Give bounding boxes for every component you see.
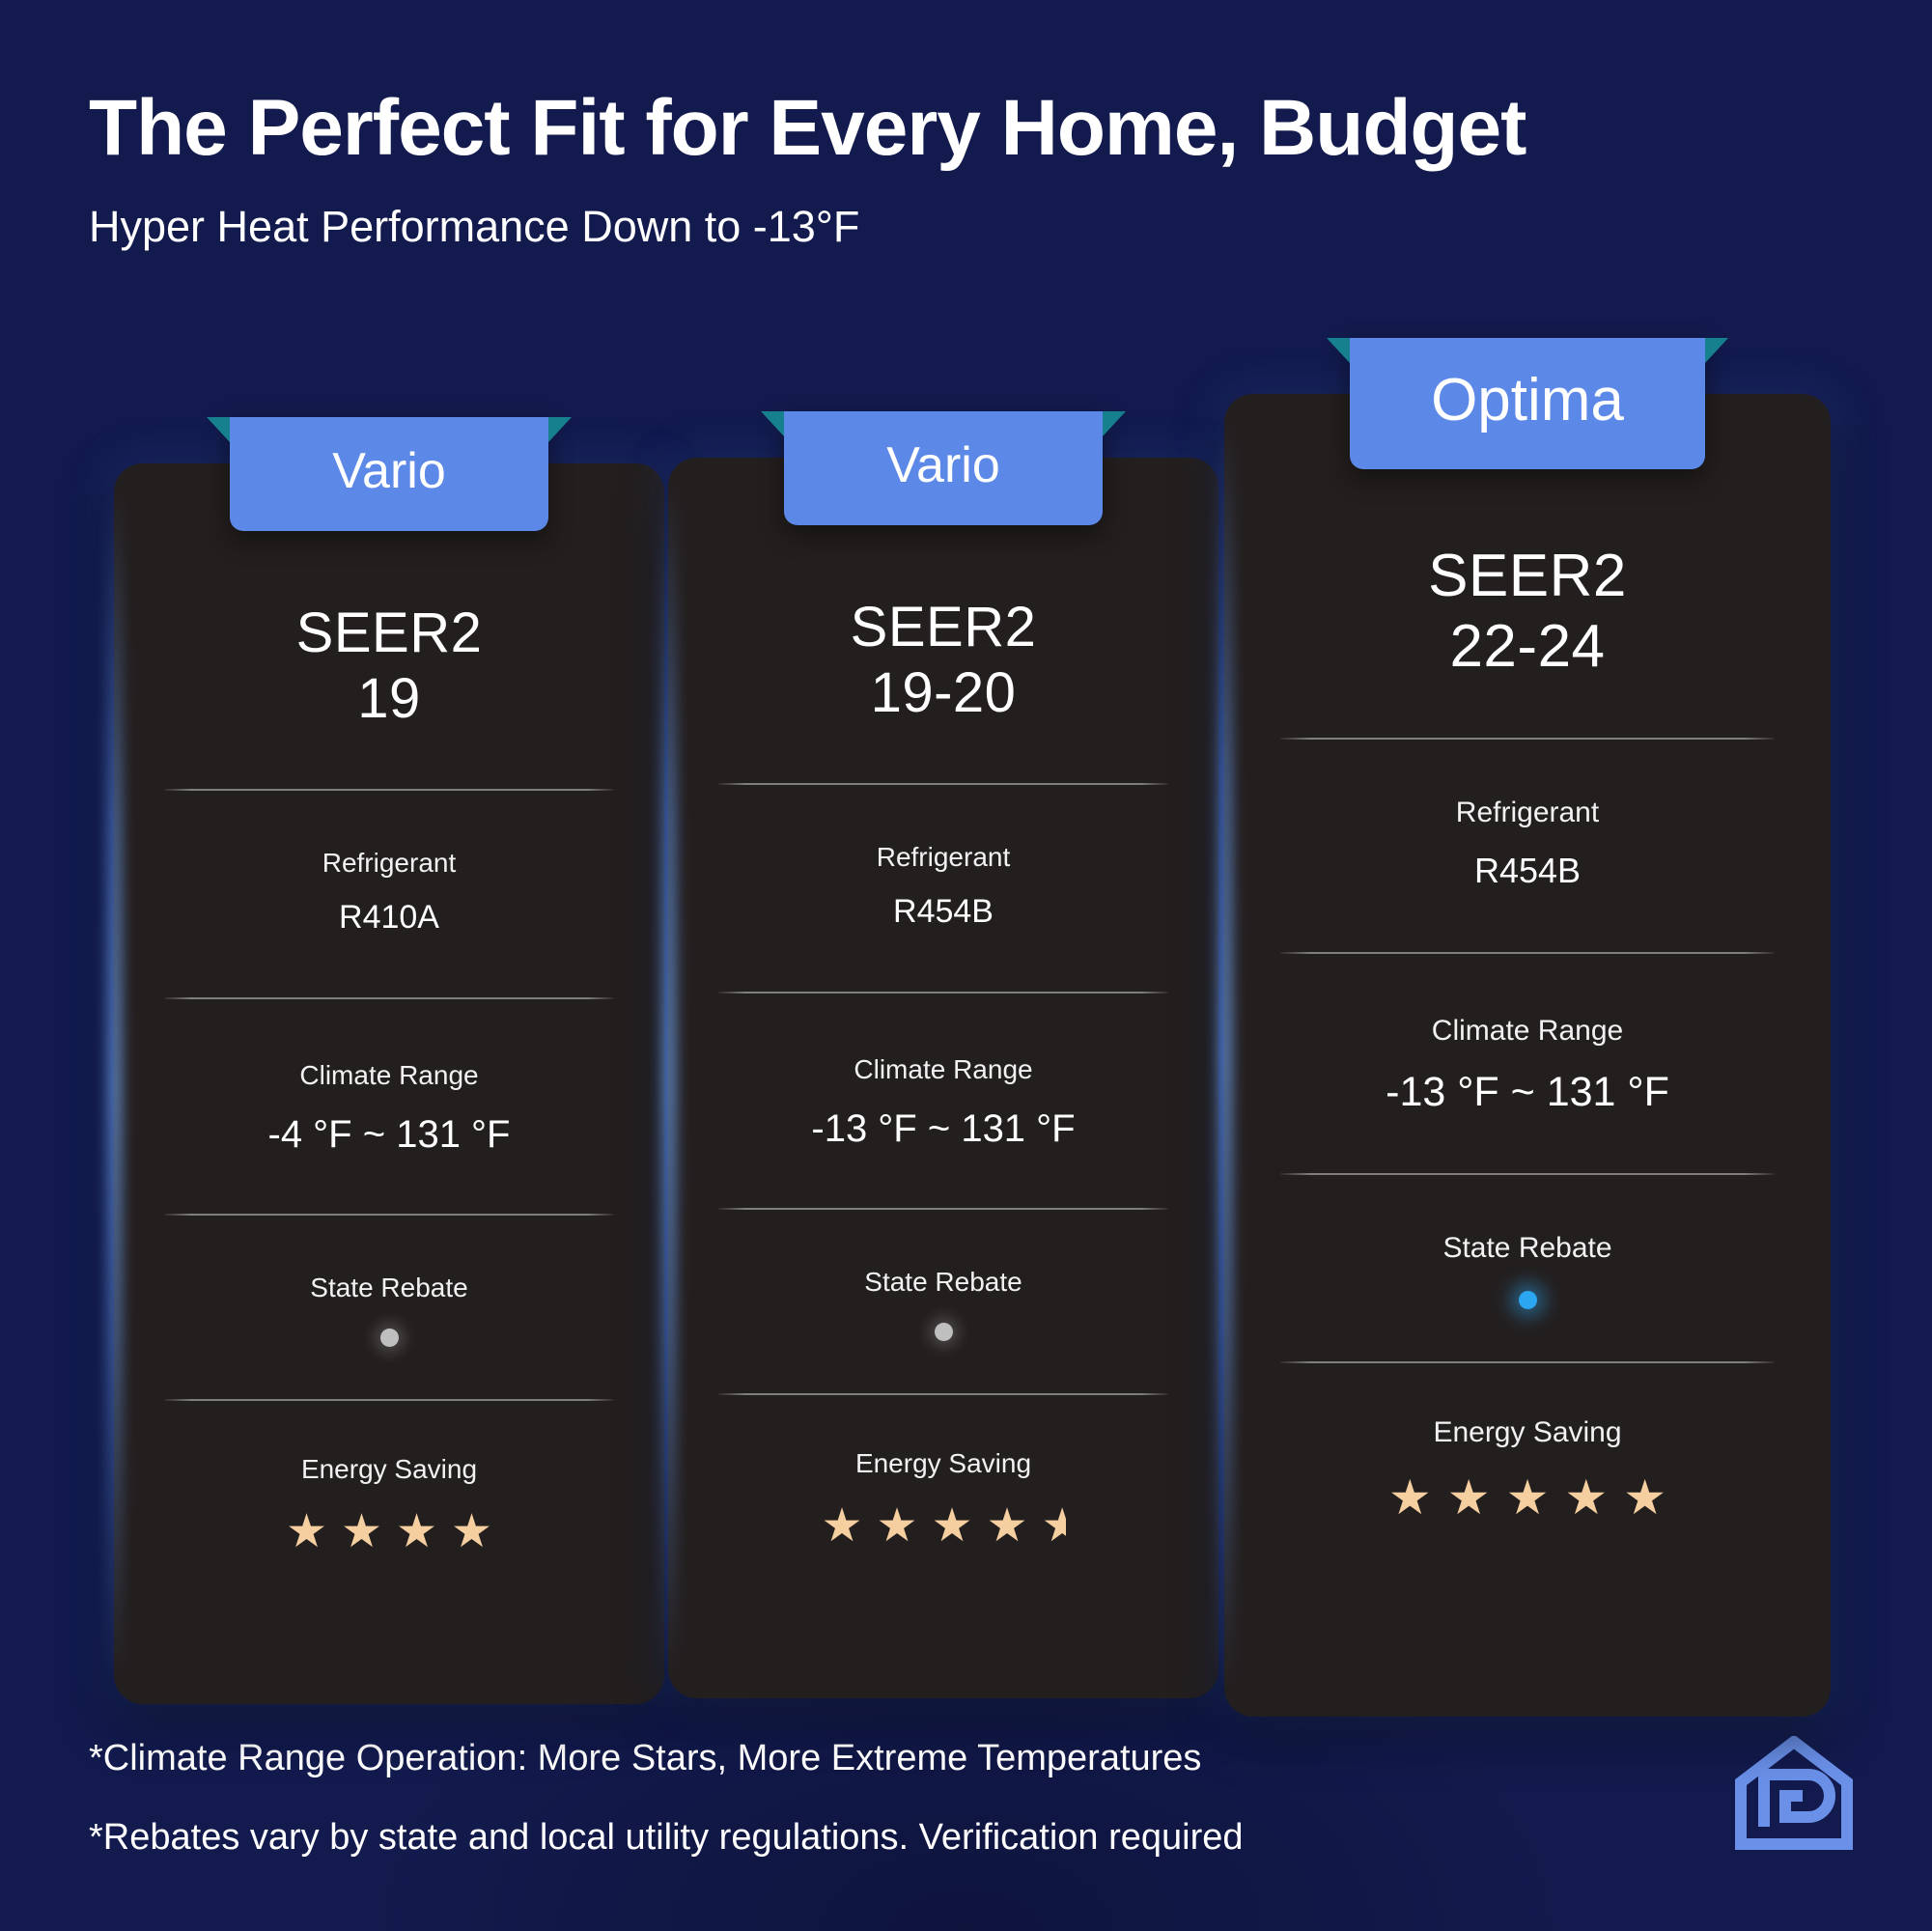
spec-energy-saving: Energy Saving ★ ★ ★ ★ ★ [718, 1447, 1168, 1550]
seer-block: SEER2 19-20 [718, 595, 1168, 727]
state-rebate-label: State Rebate [310, 1272, 468, 1302]
star-icon: ★ [821, 1500, 863, 1553]
spec-state-rebate: State Rebate [1280, 1231, 1775, 1310]
footer-notes: *Climate Range Operation: More Stars, Mo… [89, 1740, 1595, 1856]
star-icon: ★ [1446, 1470, 1491, 1525]
card-badge-wrapper: Optima [1327, 338, 1728, 469]
star-icon: ★ [986, 1500, 1028, 1553]
half-star-icon: ★ [1041, 1503, 1066, 1551]
state-rebate-indicator-icon [1518, 1291, 1537, 1310]
star-icon: ★ [451, 1506, 493, 1558]
star-icon: ★ [396, 1506, 438, 1558]
ribbon-fold-right-icon [548, 417, 572, 442]
card-body: SEER2 19-20 Refrigerant R454B Climate Ra… [668, 458, 1218, 1698]
energy-saving-label: Energy Saving [300, 1454, 478, 1485]
spec-energy-saving: Energy Saving ★ ★ ★ ★ ★ [1280, 1415, 1775, 1522]
product-card-optima[interactable]: Optima SEER2 22-24 Refrigerant R454B Cli… [1224, 338, 1831, 1717]
refrigerant-value: R454B [1473, 851, 1582, 891]
star-icon: ★ [1387, 1470, 1432, 1525]
ribbon-fold-left-icon [207, 417, 230, 442]
climate-range-label: Climate Range [854, 1054, 1033, 1085]
seer-label: SEER2 [850, 596, 1037, 658]
climate-range-value: -4 °F ~ 131 °F [267, 1112, 511, 1156]
spec-energy-saving: Energy Saving ★ ★ ★ ★ [164, 1453, 614, 1555]
ribbon-fold-right-icon [1103, 411, 1126, 436]
ribbon-fold-right-icon [1705, 338, 1728, 363]
energy-saving-rating: ★ ★ ★ ★ [164, 1509, 614, 1555]
spec-state-rebate: State Rebate [164, 1272, 614, 1348]
state-rebate-indicator-icon [934, 1323, 953, 1342]
card-body: SEER2 22-24 Refrigerant R454B Climate Ra… [1224, 394, 1831, 1717]
spec-climate-range: Climate Range -13 °F ~ 131 °F [1280, 1014, 1775, 1118]
card-badge-wrapper: Vario [207, 417, 572, 531]
card-body: SEER2 19 Refrigerant R410A Climate Range… [114, 463, 664, 1704]
house-spiral-logo-icon [1731, 1734, 1857, 1852]
state-rebate-label: State Rebate [864, 1266, 1022, 1297]
product-card-vario-19-20[interactable]: Vario SEER2 19-20 Refrigerant R454B Clim… [668, 411, 1218, 1698]
spec-climate-range: Climate Range -13 °F ~ 131 °F [718, 1053, 1168, 1152]
refrigerant-label: Refrigerant [1455, 797, 1600, 829]
energy-saving-rating: ★ ★ ★ ★ ★ [718, 1503, 1168, 1550]
climate-range-label: Climate Range [1431, 1014, 1624, 1047]
page-subtitle: Hyper Heat Performance Down to -13°F [89, 202, 860, 251]
star-icon: ★ [1564, 1470, 1609, 1525]
footer-note-climate: *Climate Range Operation: More Stars, Mo… [89, 1738, 1202, 1778]
product-badge-label: Vario [886, 437, 1000, 493]
spec-state-rebate: State Rebate [718, 1266, 1168, 1342]
product-badge: Optima [1327, 338, 1728, 469]
star-icon: ★ [1623, 1470, 1667, 1525]
refrigerant-value: R454B [893, 893, 994, 931]
state-rebate-indicator-icon [379, 1329, 399, 1348]
spec-climate-range: Climate Range -4 °F ~ 131 °F [164, 1059, 614, 1158]
refrigerant-label: Refrigerant [876, 841, 1011, 872]
energy-saving-rating: ★ ★ ★ ★ ★ [1280, 1473, 1775, 1522]
spec-refrigerant: Refrigerant R454B [1280, 796, 1775, 891]
energy-saving-label: Energy Saving [1433, 1416, 1622, 1449]
spec-refrigerant: Refrigerant R454B [718, 841, 1168, 932]
climate-range-value: -13 °F ~ 131 °F [1386, 1068, 1669, 1115]
product-badge-label: Vario [332, 443, 446, 499]
seer-value: 22-24 [1449, 613, 1606, 681]
star-icon: ★ [285, 1506, 327, 1558]
seer-block: SEER2 19 [164, 601, 614, 733]
star-icon: ★ [340, 1506, 382, 1558]
card-badge-wrapper: Vario [761, 411, 1126, 525]
product-card-vario-19[interactable]: Vario SEER2 19 Refrigerant R410A Climate… [114, 417, 664, 1704]
product-badge: Vario [761, 411, 1126, 525]
refrigerant-value: R410A [339, 899, 439, 937]
star-icon: ★ [876, 1500, 918, 1553]
energy-saving-label: Energy Saving [854, 1448, 1032, 1479]
spec-refrigerant: Refrigerant R410A [164, 847, 614, 938]
climate-range-value: -13 °F ~ 131 °F [811, 1106, 1076, 1150]
header: The Perfect Fit for Every Home, Budget H… [89, 84, 1846, 251]
seer-block: SEER2 22-24 [1280, 541, 1775, 682]
product-badge: Vario [207, 417, 572, 531]
star-icon: ★ [931, 1500, 973, 1553]
ribbon-fold-left-icon [761, 411, 784, 436]
climate-range-label: Climate Range [299, 1060, 479, 1091]
refrigerant-label: Refrigerant [322, 847, 457, 878]
ribbon-fold-left-icon [1327, 338, 1350, 363]
page-title: The Perfect Fit for Every Home, Budget [89, 84, 1526, 172]
footer-note-rebates: *Rebates vary by state and local utility… [89, 1817, 1244, 1858]
seer-value: 19-20 [870, 661, 1017, 725]
star-icon: ★ [1505, 1470, 1550, 1525]
seer-label: SEER2 [1428, 543, 1627, 609]
seer-value: 19 [357, 667, 421, 731]
seer-label: SEER2 [295, 602, 483, 664]
state-rebate-label: State Rebate [1442, 1232, 1612, 1265]
product-badge-label: Optima [1431, 367, 1624, 434]
